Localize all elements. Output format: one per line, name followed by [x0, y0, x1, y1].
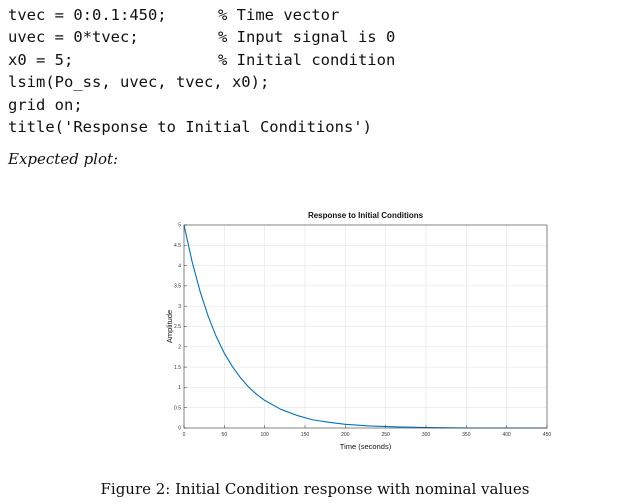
y-tick-label: 3 — [178, 304, 181, 310]
y-tick-label: 1 — [178, 385, 181, 391]
code-block: tvec = 0:0.1:450; % Time vector uvec = 0*t… — [8, 4, 395, 138]
grid-lines — [184, 225, 547, 428]
code-comment: % Input signal is 0 — [218, 28, 396, 47]
figure-caption: Figure 2: Initial Condition response wit… — [100, 480, 530, 498]
x-axis-label: Time (seconds) — [340, 442, 392, 451]
x-tick-label: 0 — [183, 432, 186, 438]
code-comment: % Initial condition — [218, 50, 396, 69]
code-line: title('Response to Initial Conditions') — [8, 116, 395, 138]
response-series-line — [183, 224, 547, 429]
response-chart: 0 50 100 150 200 250 300 350 400 450 0 0.5 1 1.5 2 2.5 3… — [165, 211, 551, 451]
code-line: uvec = 0*tvec; % Input signal is 0 — [8, 26, 395, 48]
y-tick-label: 0.5 — [174, 405, 181, 411]
x-tick-label: 200 — [341, 432, 350, 438]
x-tick-label: 450 — [543, 432, 552, 438]
y-tick-label: 0 — [178, 426, 181, 432]
code-line: tvec = 0:0.1:450; % Time vector — [8, 4, 395, 26]
code-line: x0 = 5; % Initial condition — [8, 49, 395, 71]
y-tick-label: 4.5 — [174, 243, 181, 249]
y-tick-label: 2.5 — [174, 324, 181, 330]
x-tick-label: 150 — [301, 432, 310, 438]
x-tick-label: 300 — [422, 432, 431, 438]
code-statement: grid on; — [8, 95, 83, 114]
x-tick-label: 350 — [462, 432, 471, 438]
code-line: grid on; — [8, 94, 395, 116]
x-tick-label: 400 — [502, 432, 511, 438]
y-tick-label: 1.5 — [174, 365, 181, 371]
series-lines — [183, 224, 547, 429]
x-tick-label: 250 — [381, 432, 390, 438]
code-comment: % Time vector — [218, 6, 340, 24]
y-axis-label: Amplitude — [165, 310, 174, 343]
y-tick-label: 4 — [178, 263, 181, 269]
code-statement: x0 = 5; — [8, 50, 74, 69]
code-statement: title('Response to Initial Conditions') — [8, 117, 372, 136]
response-figure: 0 50 100 150 200 250 300 350 400 450 0 0.5 1 1.5 2 2.5 3… — [163, 205, 558, 455]
axis-ticks: 0 50 100 150 200 250 300 350 400 450 0 0.5 1 1.5 2 2.5 3… — [174, 223, 551, 438]
x-tick-label: 100 — [260, 432, 269, 438]
y-tick-label: 3.5 — [174, 284, 181, 290]
chart-title: Response to Initial Conditions — [308, 211, 424, 220]
code-statement: uvec = 0*tvec; — [8, 28, 139, 47]
y-tick-label: 5 — [178, 223, 181, 229]
code-statement: lsim(Po_ss, uvec, tvec, x0); — [8, 73, 270, 92]
code-line: lsim(Po_ss, uvec, tvec, x0); — [8, 71, 395, 93]
code-statement: tvec = 0:0.1:450; — [8, 6, 167, 24]
y-tick-label: 2 — [178, 345, 181, 351]
x-tick-label: 50 — [222, 432, 228, 438]
expected-plot-label: Expected plot: — [8, 150, 119, 168]
